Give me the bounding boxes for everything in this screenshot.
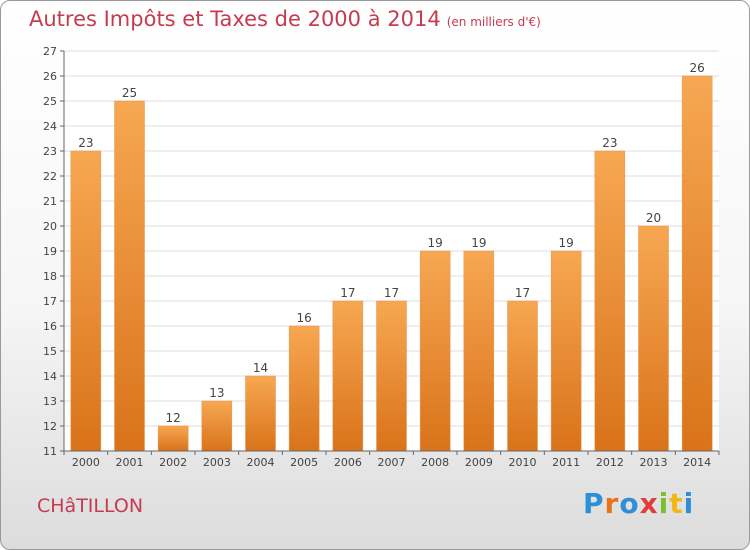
y-tick-label: 13 bbox=[43, 395, 57, 408]
x-tick-label: 2014 bbox=[683, 456, 711, 469]
bar bbox=[245, 375, 276, 452]
x-tick-label: 2001 bbox=[116, 456, 144, 469]
y-tick-label: 18 bbox=[43, 270, 57, 283]
logo-letter: P bbox=[583, 487, 605, 520]
bar bbox=[332, 300, 364, 452]
x-tick-label: 2008 bbox=[421, 456, 449, 469]
bar bbox=[157, 425, 189, 452]
logo-letter: x bbox=[639, 487, 659, 520]
x-tick-label: 2013 bbox=[640, 456, 668, 469]
x-tick-label: 2007 bbox=[378, 456, 406, 469]
y-tick-label: 23 bbox=[43, 145, 57, 158]
data-label: 14 bbox=[253, 361, 268, 375]
bar bbox=[463, 250, 495, 452]
y-tick-label: 21 bbox=[43, 195, 57, 208]
bars: 23 25 12 13 14 16 17 17 19 19 17 19 23 20 26 bbox=[70, 61, 713, 452]
x-tick-label: 2010 bbox=[509, 456, 537, 469]
data-label: 26 bbox=[690, 61, 705, 75]
chart-subtitle: (en milliers d'€) bbox=[446, 15, 541, 29]
x-tick-label: 2011 bbox=[552, 456, 580, 469]
y-tick-label: 22 bbox=[43, 170, 57, 183]
bar bbox=[70, 150, 102, 452]
data-label: 23 bbox=[78, 136, 93, 150]
data-label: 16 bbox=[297, 311, 312, 325]
logo-letter: i bbox=[658, 487, 670, 520]
y-tick-label: 20 bbox=[43, 220, 57, 233]
logo-letter: i bbox=[683, 487, 695, 520]
y-tick-label: 14 bbox=[43, 370, 57, 383]
bar bbox=[288, 325, 320, 452]
bar bbox=[201, 400, 233, 452]
bar bbox=[376, 300, 407, 452]
bar bbox=[681, 75, 713, 452]
bar bbox=[638, 225, 669, 452]
data-label: 25 bbox=[122, 86, 137, 100]
y-tick-label: 25 bbox=[43, 95, 57, 108]
x-tick-label: 2012 bbox=[596, 456, 624, 469]
data-label: 17 bbox=[340, 286, 355, 300]
y-tick-label: 17 bbox=[43, 295, 57, 308]
y-tick-label: 26 bbox=[43, 70, 57, 83]
chart-title: Autres Impôts et Taxes de 2000 à 2014 (en… bbox=[29, 7, 541, 31]
place-name: CHâTILLON bbox=[37, 495, 144, 517]
data-label: 23 bbox=[602, 136, 617, 150]
bar bbox=[419, 250, 451, 452]
x-tick-label: 2004 bbox=[247, 456, 275, 469]
bar bbox=[594, 150, 626, 452]
logo-letter: t bbox=[669, 487, 684, 520]
data-label: 12 bbox=[166, 411, 181, 425]
x-tick-label: 2003 bbox=[203, 456, 231, 469]
data-label: 13 bbox=[209, 386, 224, 400]
data-label: 17 bbox=[515, 286, 530, 300]
data-label: 20 bbox=[646, 211, 661, 225]
y-tick-label: 19 bbox=[43, 245, 57, 258]
y-tick-label: 24 bbox=[43, 120, 57, 133]
bar bbox=[507, 300, 538, 452]
chart-title-text: Autres Impôts et Taxes de 2000 à 2014 bbox=[29, 7, 441, 31]
x-tick-label: 2000 bbox=[72, 456, 100, 469]
y-tick-label: 15 bbox=[43, 345, 57, 358]
x-tick-label: 2002 bbox=[159, 456, 187, 469]
data-label: 17 bbox=[384, 286, 399, 300]
data-label: 19 bbox=[428, 236, 443, 250]
bar bbox=[550, 250, 582, 452]
data-label: 19 bbox=[559, 236, 574, 250]
y-tick-label: 12 bbox=[43, 420, 57, 433]
y-tick-label: 16 bbox=[43, 320, 57, 333]
logo-letter: o bbox=[619, 487, 640, 520]
x-tick-label: 2005 bbox=[290, 456, 318, 469]
x-tick-label: 2009 bbox=[465, 456, 493, 469]
axes: 11 12 13 14 15 16 17 18 19 20 21 22 23 24 25 26 27 2000 20… bbox=[43, 45, 720, 469]
logo-letter: r bbox=[604, 487, 620, 520]
y-tick-label: 27 bbox=[43, 45, 57, 58]
data-label: 19 bbox=[471, 236, 486, 250]
proxiti-logo: Proxiti bbox=[583, 487, 694, 520]
x-tick-label: 2006 bbox=[334, 456, 362, 469]
y-tick-label: 11 bbox=[43, 445, 57, 458]
bar bbox=[114, 100, 145, 452]
